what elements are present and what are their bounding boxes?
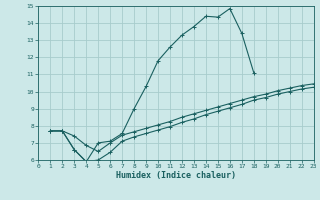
X-axis label: Humidex (Indice chaleur): Humidex (Indice chaleur) xyxy=(116,171,236,180)
